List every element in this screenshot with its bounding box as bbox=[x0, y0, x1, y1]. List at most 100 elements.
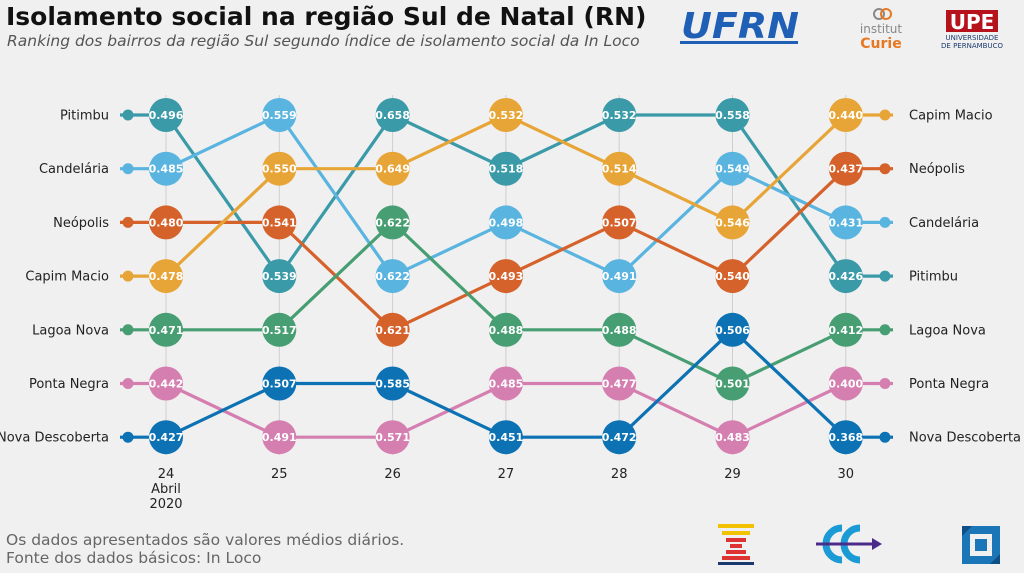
data-label: 0.541 bbox=[262, 216, 297, 229]
legend-dot-right bbox=[879, 378, 891, 389]
data-label: 0.477 bbox=[602, 378, 637, 391]
data-point bbox=[149, 259, 183, 294]
data-label: 0.621 bbox=[375, 324, 410, 337]
series-label-right: Lagoa Nova bbox=[909, 323, 986, 338]
data-label: 0.491 bbox=[602, 270, 637, 283]
data-label: 0.483 bbox=[715, 431, 750, 444]
legend-dot-right bbox=[879, 109, 891, 121]
data-point bbox=[828, 98, 863, 132]
series-label-left: Ponta Negra bbox=[29, 377, 109, 392]
data-label: 0.518 bbox=[489, 163, 524, 176]
data-point bbox=[828, 366, 863, 401]
data-point bbox=[149, 151, 183, 186]
data-label: 0.559 bbox=[262, 109, 297, 122]
curie-logo-text-bottom: Curie bbox=[860, 36, 901, 52]
data-label: 0.400 bbox=[828, 378, 863, 391]
x-tick-label: 26 bbox=[384, 467, 401, 482]
x-tick-sublabel: 2020 bbox=[149, 497, 182, 512]
x-tick-label: 25 bbox=[271, 467, 288, 482]
data-point bbox=[602, 366, 637, 401]
data-point bbox=[488, 259, 523, 294]
upe-logo-subtext-1: UNIVERSIDADE bbox=[946, 34, 999, 42]
institution-logo-square bbox=[962, 526, 1000, 564]
series-label-right: Pitimbu bbox=[909, 270, 958, 285]
data-label: 0.507 bbox=[602, 216, 637, 229]
curie-logo-text-top: institut bbox=[860, 22, 903, 36]
ufrn-logo: UFRN bbox=[680, 8, 799, 46]
series-label-right: Nova Descoberta bbox=[909, 431, 1021, 446]
legend-dot-right bbox=[879, 216, 891, 228]
data-point bbox=[375, 259, 410, 294]
series-label-left: Pitimbu bbox=[60, 109, 109, 124]
series-label-right: Ponta Negra bbox=[909, 377, 989, 392]
data-label: 0.501 bbox=[715, 378, 750, 391]
data-point bbox=[488, 312, 523, 347]
data-label: 0.622 bbox=[375, 270, 410, 283]
data-label: 0.549 bbox=[715, 163, 750, 176]
x-tick-label: 30 bbox=[838, 467, 855, 482]
legend-dot-left bbox=[122, 109, 134, 121]
data-point bbox=[375, 420, 410, 455]
series-label-left: Candelária bbox=[39, 162, 109, 177]
data-label: 0.412 bbox=[828, 324, 863, 337]
series-label-left: Nova Descoberta bbox=[0, 431, 109, 446]
footer-note: Os dados apresentados são valores médios… bbox=[6, 531, 405, 549]
data-point bbox=[488, 98, 523, 132]
data-point bbox=[828, 259, 863, 294]
series-label-right: Neópolis bbox=[909, 162, 965, 177]
data-point bbox=[262, 98, 297, 132]
data-label: 0.437 bbox=[828, 163, 863, 176]
data-label: 0.472 bbox=[602, 431, 637, 444]
data-label: 0.517 bbox=[262, 324, 297, 337]
institution-logo-arrows bbox=[816, 524, 882, 564]
data-point bbox=[715, 366, 750, 401]
legend-dot-left bbox=[122, 216, 134, 228]
data-label: 0.506 bbox=[715, 324, 750, 337]
x-tick-label: 24 bbox=[158, 467, 175, 482]
data-point bbox=[602, 205, 637, 240]
data-label: 0.532 bbox=[489, 109, 524, 122]
data-point bbox=[602, 151, 637, 186]
data-point bbox=[602, 259, 637, 294]
data-label: 0.514 bbox=[602, 163, 637, 176]
data-label: 0.427 bbox=[149, 431, 184, 444]
data-point bbox=[488, 366, 523, 401]
data-label: 0.471 bbox=[149, 324, 184, 337]
data-label: 0.539 bbox=[262, 270, 297, 283]
data-point bbox=[262, 312, 297, 347]
data-label: 0.488 bbox=[489, 324, 524, 337]
data-point bbox=[602, 420, 637, 455]
data-label: 0.649 bbox=[375, 163, 410, 176]
legend-dot-left bbox=[122, 270, 134, 282]
upe-logo-subtext-2: DE PERNAMBUCO bbox=[941, 42, 1003, 50]
data-label: 0.426 bbox=[828, 270, 863, 283]
legend-dot-left bbox=[122, 378, 134, 389]
x-tick-label: 29 bbox=[724, 467, 741, 482]
data-label: 0.585 bbox=[375, 378, 410, 391]
x-tick-sublabel: Abril bbox=[151, 482, 181, 497]
data-label: 0.478 bbox=[149, 270, 184, 283]
series-label-right: Candelária bbox=[909, 216, 979, 231]
legend-dot-right bbox=[879, 431, 891, 443]
data-point bbox=[262, 151, 297, 186]
legend-dot-left bbox=[122, 324, 134, 336]
data-point bbox=[375, 312, 410, 347]
data-point bbox=[375, 151, 410, 186]
data-point bbox=[488, 420, 523, 455]
data-label: 0.498 bbox=[489, 216, 524, 229]
data-label: 0.451 bbox=[489, 431, 524, 444]
data-point bbox=[375, 98, 410, 132]
data-label: 0.442 bbox=[149, 378, 184, 391]
series-label-right: Capim Macio bbox=[909, 109, 993, 124]
legend-dot-right bbox=[879, 324, 891, 336]
data-label: 0.658 bbox=[375, 109, 410, 122]
data-label: 0.540 bbox=[715, 270, 750, 283]
data-label: 0.558 bbox=[715, 109, 750, 122]
x-tick-label: 27 bbox=[498, 467, 515, 482]
legend-dot-left bbox=[122, 163, 134, 175]
data-label: 0.480 bbox=[149, 216, 184, 229]
data-point bbox=[715, 420, 750, 455]
data-label: 0.546 bbox=[715, 216, 750, 229]
data-point bbox=[715, 98, 750, 132]
